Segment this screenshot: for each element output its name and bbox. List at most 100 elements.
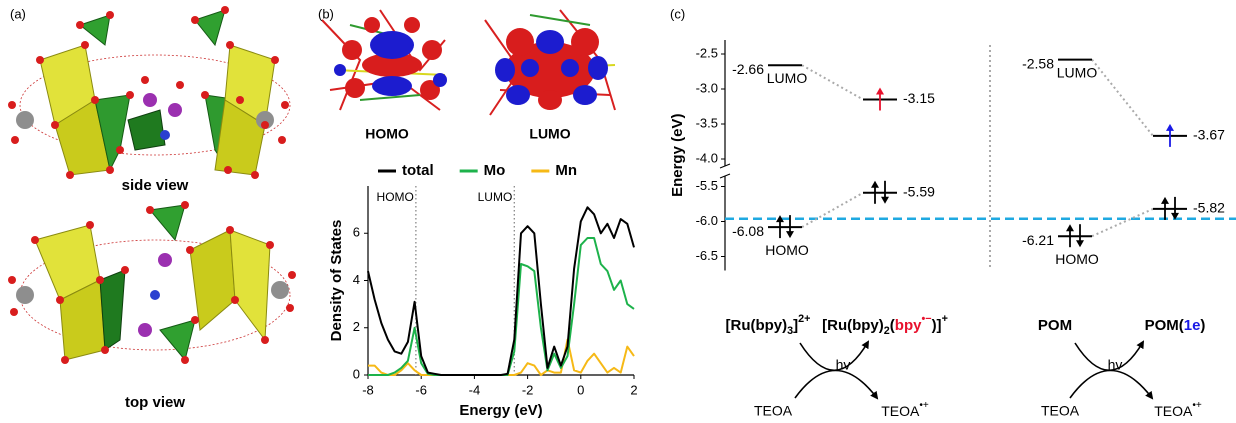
text-part: 1e bbox=[1184, 317, 1201, 334]
scheme-reactant: [Ru(bpy)3]2+ bbox=[726, 313, 811, 337]
connector bbox=[1091, 207, 1154, 238]
level-value-label: -3.15 bbox=[903, 90, 935, 106]
panel-label: (b) bbox=[318, 6, 334, 21]
reaction-arrows bbox=[794, 340, 1154, 400]
x-tick-label: -2 bbox=[522, 382, 534, 397]
level-name: LUMO bbox=[767, 70, 808, 86]
electrons bbox=[1161, 196, 1179, 220]
scheme-donor-product: TEOA•+ bbox=[881, 400, 929, 419]
level-value-label: -5.59 bbox=[903, 184, 935, 200]
axis-break bbox=[719, 163, 731, 169]
electron-head bbox=[871, 180, 879, 188]
scheme-product: [Ru(bpy)2(bpy•−)]+ bbox=[822, 313, 948, 337]
electron-head bbox=[776, 215, 784, 223]
scheme-product: POM(1e) bbox=[1145, 317, 1206, 334]
axis-break bbox=[719, 173, 731, 179]
level-name: HOMO bbox=[765, 242, 809, 258]
connector bbox=[1091, 58, 1154, 137]
electrons bbox=[871, 180, 889, 204]
electron-head bbox=[1166, 123, 1174, 131]
level-name: LUMO bbox=[1057, 64, 1098, 80]
text-part: POM bbox=[1038, 317, 1072, 334]
y-tick-label: -6.0 bbox=[696, 213, 718, 228]
legend-label: Mn bbox=[555, 162, 577, 179]
x-tick-label: -6 bbox=[415, 382, 427, 397]
level-value-label: -5.82 bbox=[1193, 200, 1225, 216]
electrons bbox=[1066, 224, 1084, 248]
connector bbox=[801, 191, 864, 228]
x-tick-label: -4 bbox=[469, 382, 481, 397]
text-part: bpy bbox=[895, 317, 922, 334]
level-value-label: -6.21 bbox=[1022, 232, 1054, 248]
level-value-label: -2.66 bbox=[732, 61, 764, 77]
y-tick-label: -6.5 bbox=[696, 248, 718, 263]
x-tick-label: 2 bbox=[630, 382, 637, 397]
orbital-label: HOMO bbox=[365, 126, 409, 142]
electron-head bbox=[1076, 240, 1084, 248]
electron-head bbox=[876, 87, 884, 95]
text-part: 3 bbox=[787, 325, 793, 337]
panel-label: (a) bbox=[10, 6, 26, 21]
scheme-donor: TEOA bbox=[1041, 403, 1080, 419]
structure-side-view bbox=[8, 6, 291, 179]
caption: top view bbox=[125, 394, 185, 411]
electron-head bbox=[786, 231, 794, 239]
electrons bbox=[776, 215, 794, 239]
x-tick-label: -8 bbox=[362, 382, 374, 397]
text-part: )] bbox=[932, 317, 942, 334]
text-part: [Ru(bpy) bbox=[822, 317, 884, 334]
text-part: ) bbox=[1200, 317, 1205, 334]
scheme-donor-product: TEOA•+ bbox=[1154, 400, 1202, 419]
text-part: 2 bbox=[884, 325, 890, 337]
electrons bbox=[876, 87, 884, 111]
y-tick-label: 0 bbox=[353, 366, 360, 381]
electron-head bbox=[881, 196, 889, 204]
annotation-label: LUMO bbox=[478, 190, 513, 204]
level-value-label: -3.67 bbox=[1193, 127, 1225, 143]
y-axis-label: Energy (eV) bbox=[669, 114, 686, 197]
level-value-label: -2.58 bbox=[1022, 55, 1054, 71]
orbital-lumo bbox=[484, 9, 616, 116]
text-part: •+ bbox=[919, 400, 929, 411]
text-part: 2+ bbox=[798, 313, 810, 325]
legend-label: Mo bbox=[484, 162, 506, 179]
y-tick-label: -2.5 bbox=[696, 45, 718, 60]
electrons bbox=[1166, 123, 1174, 147]
structure-top-view bbox=[8, 201, 296, 364]
scheme-donor: TEOA bbox=[754, 403, 793, 419]
level-value-label: -6.08 bbox=[732, 223, 764, 239]
y-tick-label: 4 bbox=[353, 272, 360, 287]
scheme-reactant: POM bbox=[1038, 317, 1072, 334]
electron-head bbox=[1066, 224, 1074, 232]
legend-label: total bbox=[402, 162, 434, 179]
scheme-light: hv bbox=[836, 357, 851, 373]
text-part: POM( bbox=[1145, 317, 1184, 334]
text-part: ] bbox=[793, 317, 798, 334]
panel-label: (c) bbox=[670, 6, 685, 21]
connector bbox=[801, 64, 864, 101]
orbital-homo bbox=[321, 9, 447, 111]
caption: side view bbox=[122, 177, 189, 194]
text-part: TEOA bbox=[1154, 403, 1193, 419]
y-tick-label: 6 bbox=[353, 225, 360, 240]
text-part: ( bbox=[890, 317, 895, 334]
orbital-label: LUMO bbox=[529, 126, 570, 142]
scheme-light: hv bbox=[1108, 357, 1123, 373]
electron-head bbox=[1161, 196, 1169, 204]
y-tick-label: -3.0 bbox=[696, 80, 718, 95]
y-axis-label: Density of States bbox=[328, 220, 345, 342]
text-part: •+ bbox=[1192, 400, 1202, 411]
text-part: [Ru(bpy) bbox=[726, 317, 788, 334]
x-axis-label: Energy (eV) bbox=[459, 402, 542, 419]
y-tick-label: 2 bbox=[353, 319, 360, 334]
text-part: •− bbox=[921, 313, 931, 325]
text-part: + bbox=[942, 313, 948, 325]
y-tick-label: -3.5 bbox=[696, 115, 718, 130]
line-series bbox=[367, 206, 635, 376]
electron-head bbox=[1171, 212, 1179, 220]
text-part: TEOA bbox=[881, 403, 920, 419]
x-tick-label: 0 bbox=[577, 382, 584, 397]
level-name: HOMO bbox=[1055, 251, 1099, 267]
y-tick-label: -5.5 bbox=[696, 178, 718, 193]
